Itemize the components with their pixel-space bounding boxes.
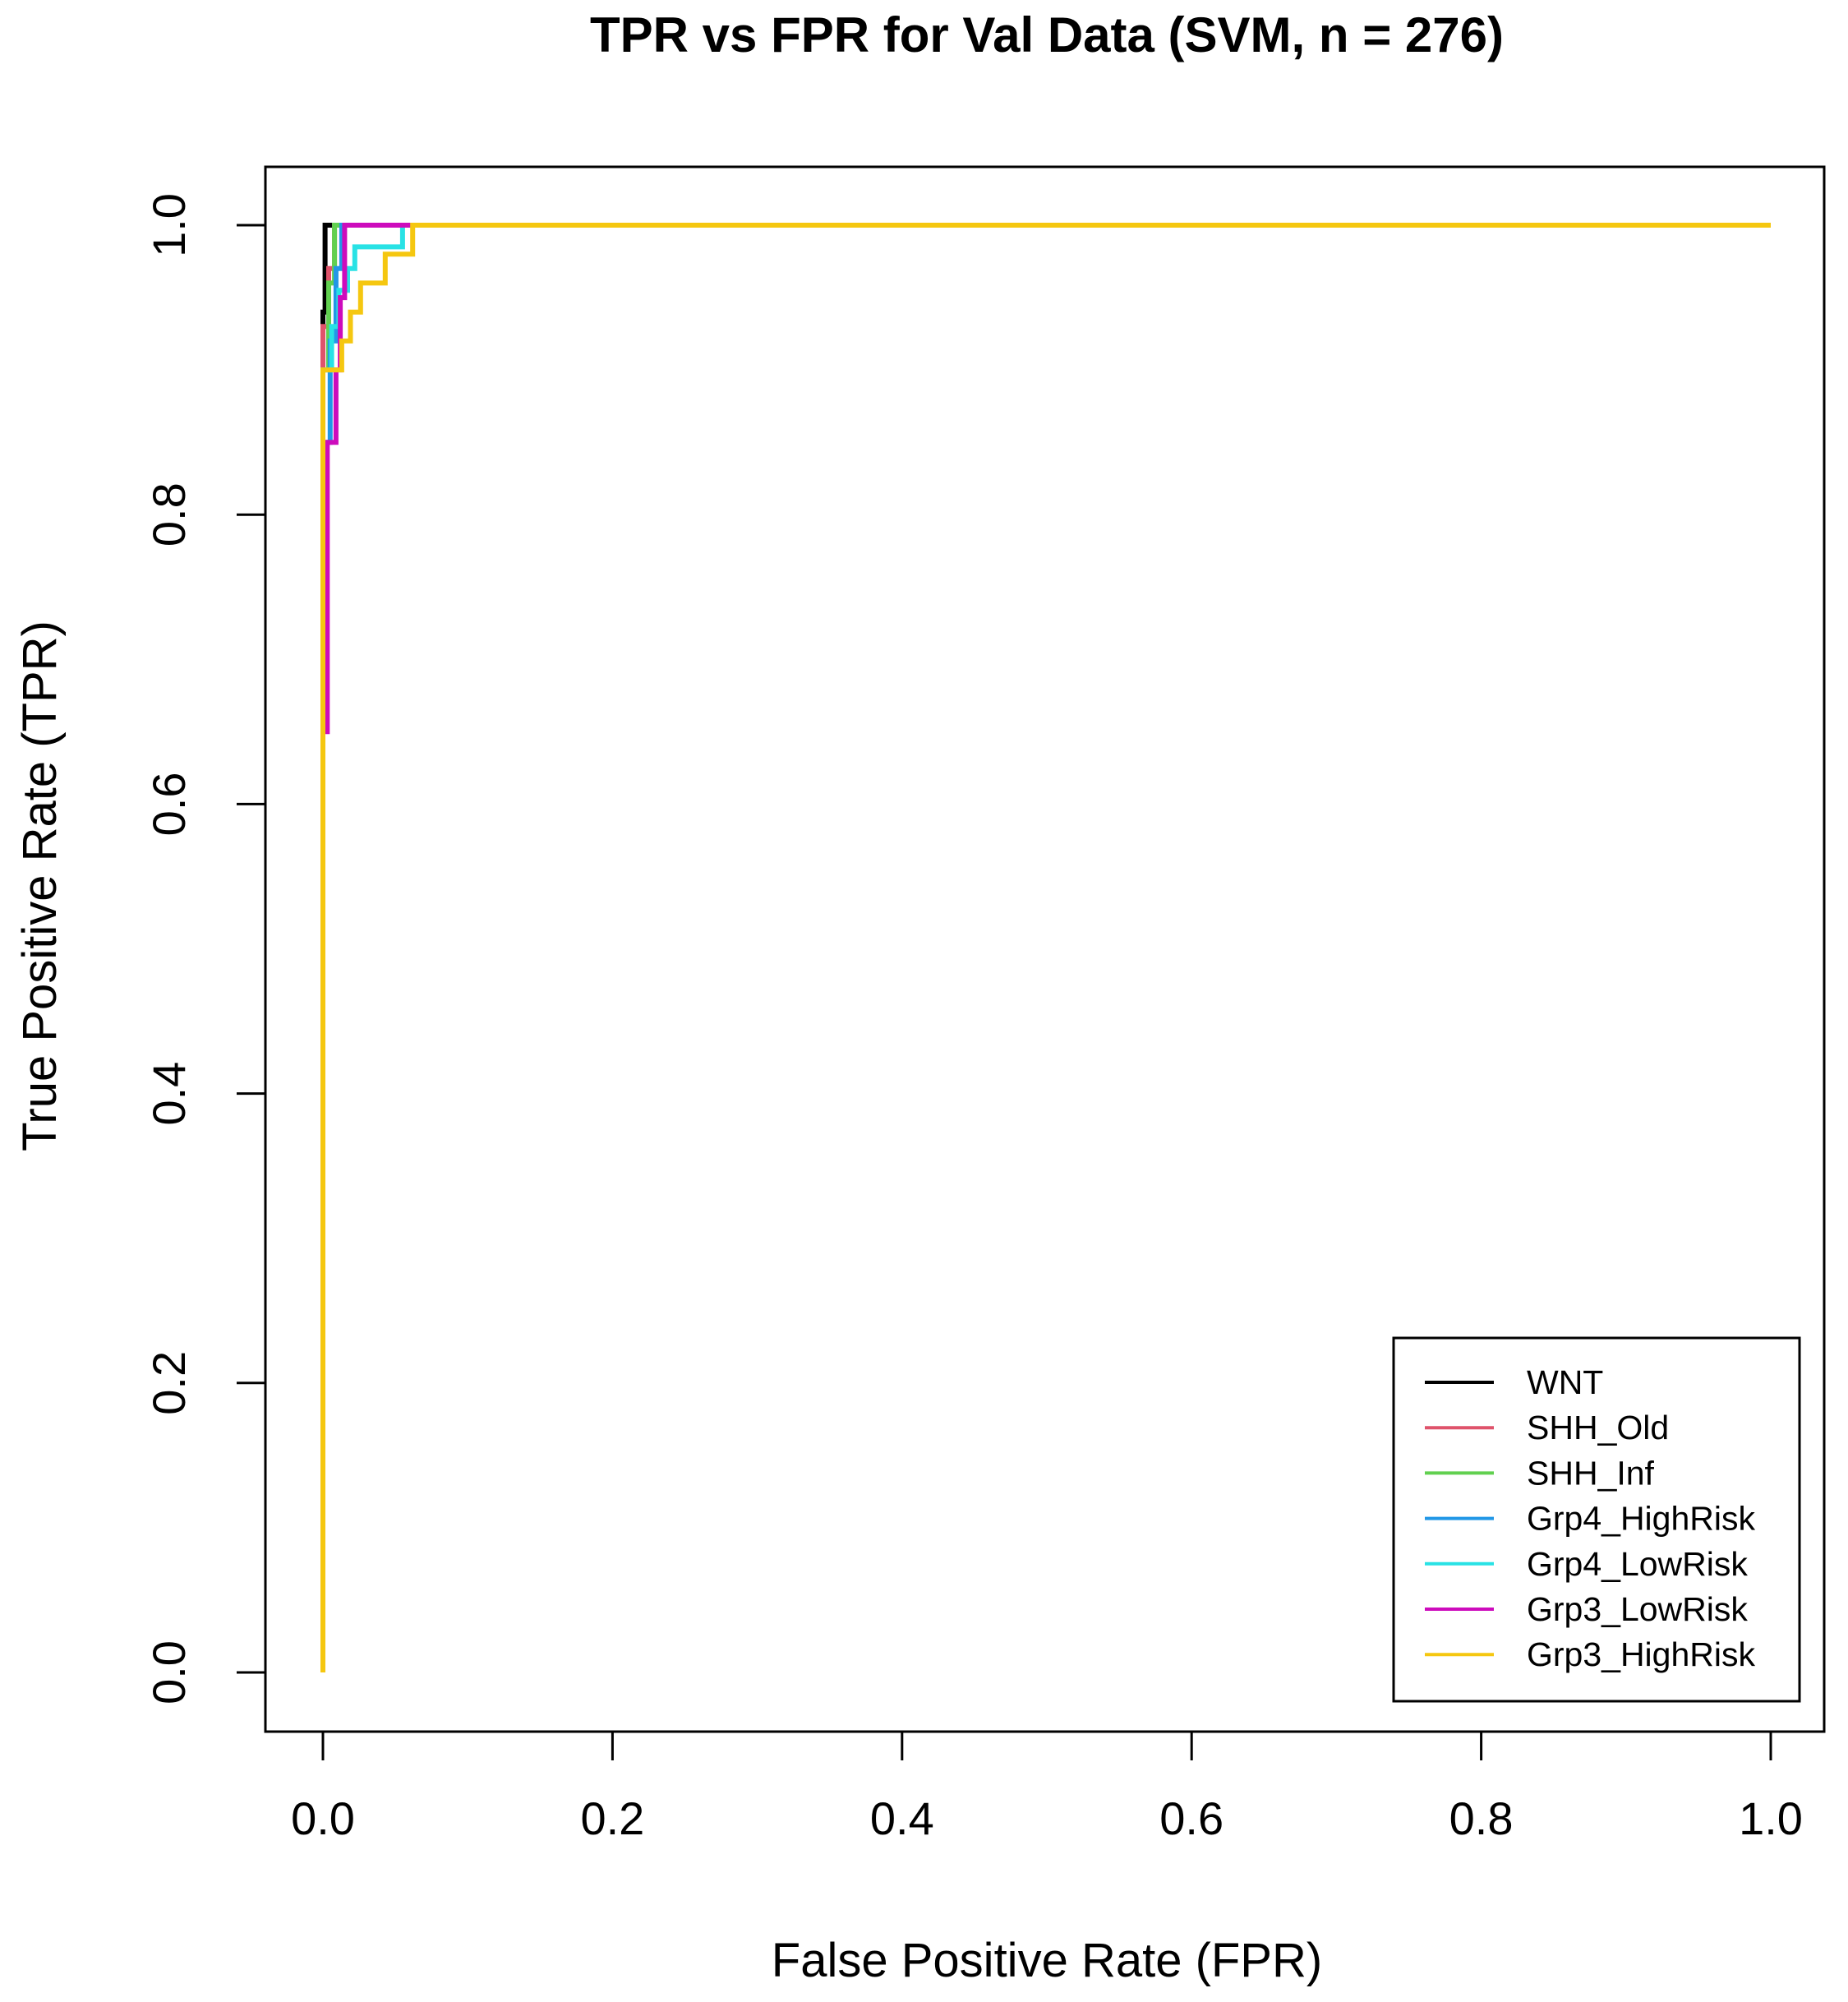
x-tick-label: 0.2 xyxy=(580,1792,644,1844)
legend-label: Grp4_LowRisk xyxy=(1527,1545,1748,1583)
legend-label: Grp4_HighRisk xyxy=(1527,1500,1755,1538)
y-tick-label: 0.2 xyxy=(143,1351,195,1415)
series-lines xyxy=(320,223,1771,1672)
y-tick-label: 1.0 xyxy=(143,193,195,257)
legend-label: SHH_Old xyxy=(1527,1409,1669,1446)
y-axis-label: True Positive Rate (TPR) xyxy=(13,620,67,1151)
legend: WNT SHH_Old SHH_Inf Grp4_HighRisk Grp4_LowRi… xyxy=(1392,1336,1801,1703)
x-tick-label: 0.8 xyxy=(1449,1792,1514,1844)
series-line-grp3-highrisk xyxy=(320,223,1771,1672)
y-tick-label: 0.8 xyxy=(143,482,195,547)
y-tick-label: 0.6 xyxy=(143,772,195,836)
x-axis: 0.0 0.2 0.4 0.6 0.8 1.0 xyxy=(291,1730,1803,1844)
y-axis: 0.0 0.2 0.4 0.6 0.8 1.0 xyxy=(143,193,267,1704)
y-tick-label: 0.0 xyxy=(143,1640,195,1704)
x-tick-label: 0.0 xyxy=(291,1792,355,1844)
x-tick-label: 0.6 xyxy=(1159,1792,1224,1844)
x-tick-label: 1.0 xyxy=(1739,1792,1803,1844)
y-tick-label: 0.4 xyxy=(143,1062,195,1126)
chart-title: TPR vs FPR for Val Data (SVM, n = 276) xyxy=(590,7,1504,62)
legend-label: WNT xyxy=(1527,1363,1603,1401)
legend-label: Grp3_HighRisk xyxy=(1527,1635,1755,1673)
x-axis-label: False Positive Rate (FPR) xyxy=(772,1934,1322,1987)
x-tick-label: 0.4 xyxy=(870,1792,934,1844)
legend-label: Grp3_LowRisk xyxy=(1527,1590,1748,1628)
legend-label: SHH_Inf xyxy=(1527,1454,1655,1492)
